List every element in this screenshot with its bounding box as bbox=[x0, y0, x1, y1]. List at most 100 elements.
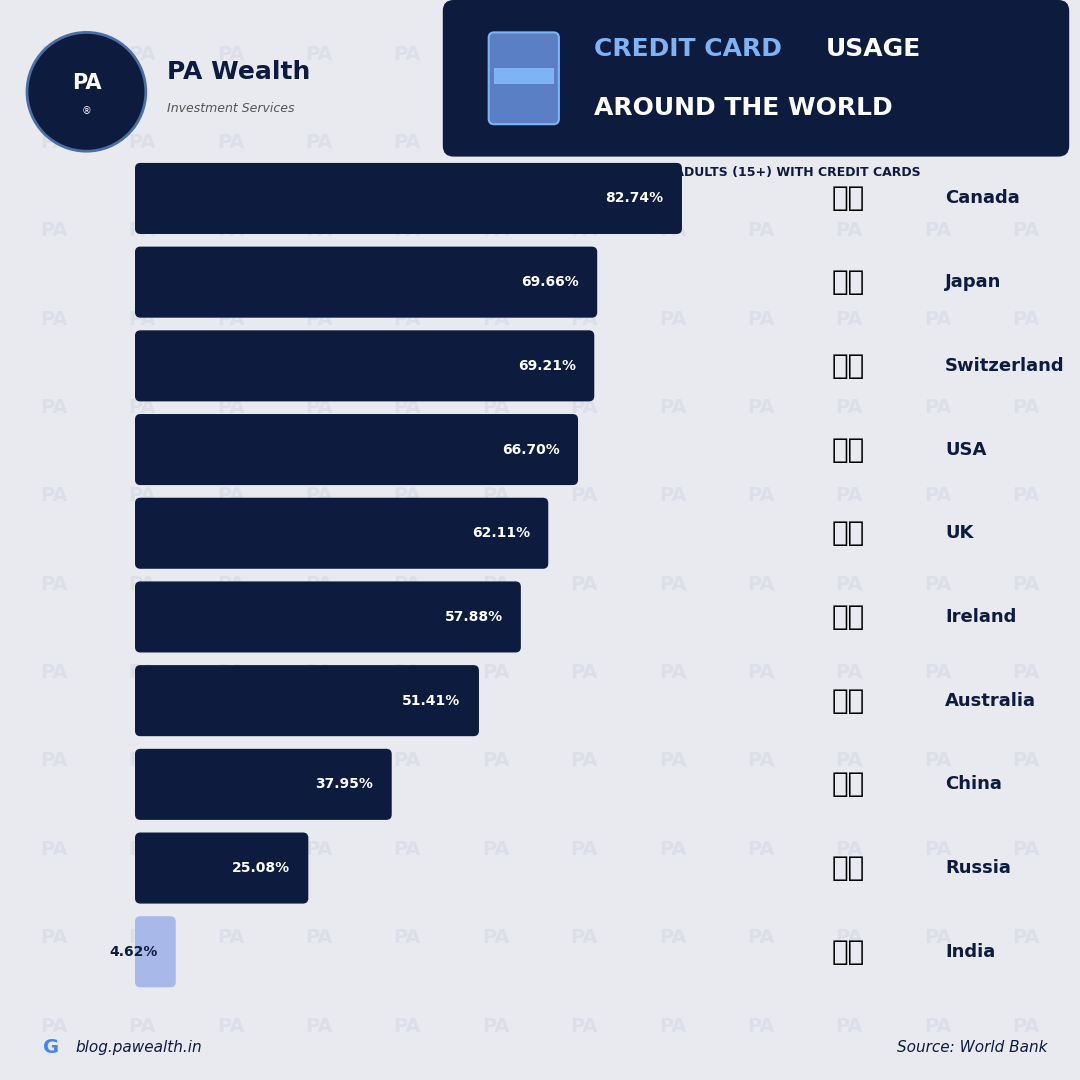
Text: PA: PA bbox=[217, 663, 244, 683]
FancyBboxPatch shape bbox=[135, 246, 597, 318]
Text: PA: PA bbox=[923, 397, 951, 417]
Text: PA: PA bbox=[923, 310, 951, 328]
Text: AROUND THE WORLD: AROUND THE WORLD bbox=[594, 96, 893, 120]
FancyBboxPatch shape bbox=[135, 748, 392, 820]
Text: PA: PA bbox=[40, 1016, 68, 1036]
Text: PA: PA bbox=[747, 44, 774, 64]
Text: PA: PA bbox=[570, 663, 598, 683]
Text: PA: PA bbox=[394, 840, 421, 859]
Text: PA: PA bbox=[659, 1016, 686, 1036]
Text: PA: PA bbox=[306, 133, 333, 152]
Text: PA: PA bbox=[659, 575, 686, 594]
Text: PA: PA bbox=[217, 840, 244, 859]
Text: PA: PA bbox=[217, 397, 244, 417]
Text: PA: PA bbox=[659, 752, 686, 770]
Text: PA: PA bbox=[570, 840, 598, 859]
Text: PA: PA bbox=[394, 1016, 421, 1036]
Text: PA: PA bbox=[659, 133, 686, 152]
Text: PA: PA bbox=[1012, 928, 1040, 947]
Text: PA: PA bbox=[836, 663, 863, 683]
Text: PA: PA bbox=[659, 486, 686, 505]
Text: PA: PA bbox=[836, 840, 863, 859]
Text: PA: PA bbox=[836, 575, 863, 594]
Text: PA: PA bbox=[570, 1016, 598, 1036]
Text: PA: PA bbox=[217, 133, 244, 152]
Text: PA: PA bbox=[217, 44, 244, 64]
Text: PA: PA bbox=[836, 397, 863, 417]
Text: PA: PA bbox=[570, 575, 598, 594]
Text: 69.66%: 69.66% bbox=[521, 275, 579, 289]
Text: PA: PA bbox=[923, 133, 951, 152]
Text: PA: PA bbox=[394, 133, 421, 152]
Text: 🇦🇺: 🇦🇺 bbox=[832, 687, 864, 715]
Text: PA: PA bbox=[129, 840, 157, 859]
Text: PA: PA bbox=[129, 221, 157, 240]
Text: PA: PA bbox=[570, 310, 598, 328]
Text: CREDIT CARD: CREDIT CARD bbox=[594, 37, 791, 60]
Text: blog.pawealth.in: blog.pawealth.in bbox=[76, 1040, 202, 1055]
Text: PA: PA bbox=[129, 928, 157, 947]
Text: PA: PA bbox=[40, 575, 68, 594]
Text: PA: PA bbox=[40, 928, 68, 947]
Text: PA: PA bbox=[923, 663, 951, 683]
Text: PA: PA bbox=[1012, 1016, 1040, 1036]
Text: PA: PA bbox=[482, 133, 510, 152]
Text: PA: PA bbox=[40, 840, 68, 859]
Text: PA: PA bbox=[394, 575, 421, 594]
Text: PA: PA bbox=[217, 928, 244, 947]
Text: Source: World Bank: Source: World Bank bbox=[897, 1040, 1048, 1055]
Text: 🇨🇦: 🇨🇦 bbox=[832, 185, 864, 213]
Text: PA: PA bbox=[129, 663, 157, 683]
Text: PA: PA bbox=[747, 221, 774, 240]
Text: PA: PA bbox=[659, 663, 686, 683]
Text: PA: PA bbox=[482, 486, 510, 505]
Bar bbox=[494, 67, 554, 84]
Text: 🇨🇳: 🇨🇳 bbox=[832, 770, 864, 798]
Text: PA: PA bbox=[570, 752, 598, 770]
Text: PA: PA bbox=[836, 44, 863, 64]
Text: PA: PA bbox=[40, 44, 68, 64]
Text: PA: PA bbox=[1012, 663, 1040, 683]
Text: PA: PA bbox=[40, 486, 68, 505]
Text: PA: PA bbox=[217, 486, 244, 505]
Text: PA: PA bbox=[923, 486, 951, 505]
Text: PA: PA bbox=[394, 752, 421, 770]
Text: Canada: Canada bbox=[945, 189, 1020, 207]
Text: Switzerland: Switzerland bbox=[945, 356, 1065, 375]
Text: 4.62%: 4.62% bbox=[109, 945, 158, 959]
Text: PA: PA bbox=[306, 486, 333, 505]
Text: PA: PA bbox=[306, 928, 333, 947]
FancyBboxPatch shape bbox=[135, 414, 578, 485]
Text: PA: PA bbox=[129, 575, 157, 594]
Text: PA: PA bbox=[129, 486, 157, 505]
Text: PA: PA bbox=[217, 752, 244, 770]
Text: PA: PA bbox=[747, 397, 774, 417]
Text: Ireland: Ireland bbox=[945, 608, 1016, 626]
Text: PA: PA bbox=[1012, 575, 1040, 594]
Text: PA: PA bbox=[394, 397, 421, 417]
Text: PA: PA bbox=[923, 44, 951, 64]
Text: PA: PA bbox=[394, 928, 421, 947]
Text: PA: PA bbox=[394, 44, 421, 64]
Text: PA: PA bbox=[923, 221, 951, 240]
Circle shape bbox=[27, 32, 146, 151]
FancyBboxPatch shape bbox=[443, 0, 1069, 157]
Text: % OF ADULTS (15+) WITH CREDIT CARDS: % OF ADULTS (15+) WITH CREDIT CARDS bbox=[634, 166, 921, 179]
Text: PA: PA bbox=[659, 397, 686, 417]
Text: PA: PA bbox=[747, 310, 774, 328]
FancyBboxPatch shape bbox=[135, 665, 478, 737]
Text: 🇷🇺: 🇷🇺 bbox=[832, 854, 864, 882]
Text: 57.88%: 57.88% bbox=[444, 610, 502, 624]
Text: PA: PA bbox=[1012, 840, 1040, 859]
Text: Investment Services: Investment Services bbox=[167, 102, 295, 114]
Text: 66.70%: 66.70% bbox=[502, 443, 559, 457]
FancyBboxPatch shape bbox=[488, 32, 559, 124]
Text: PA: PA bbox=[482, 840, 510, 859]
Text: PA: PA bbox=[217, 1016, 244, 1036]
Text: PA: PA bbox=[306, 310, 333, 328]
Text: India: India bbox=[945, 943, 996, 961]
Text: PA: PA bbox=[570, 44, 598, 64]
Text: PA: PA bbox=[129, 752, 157, 770]
Text: 82.74%: 82.74% bbox=[606, 191, 663, 205]
Text: PA: PA bbox=[394, 486, 421, 505]
